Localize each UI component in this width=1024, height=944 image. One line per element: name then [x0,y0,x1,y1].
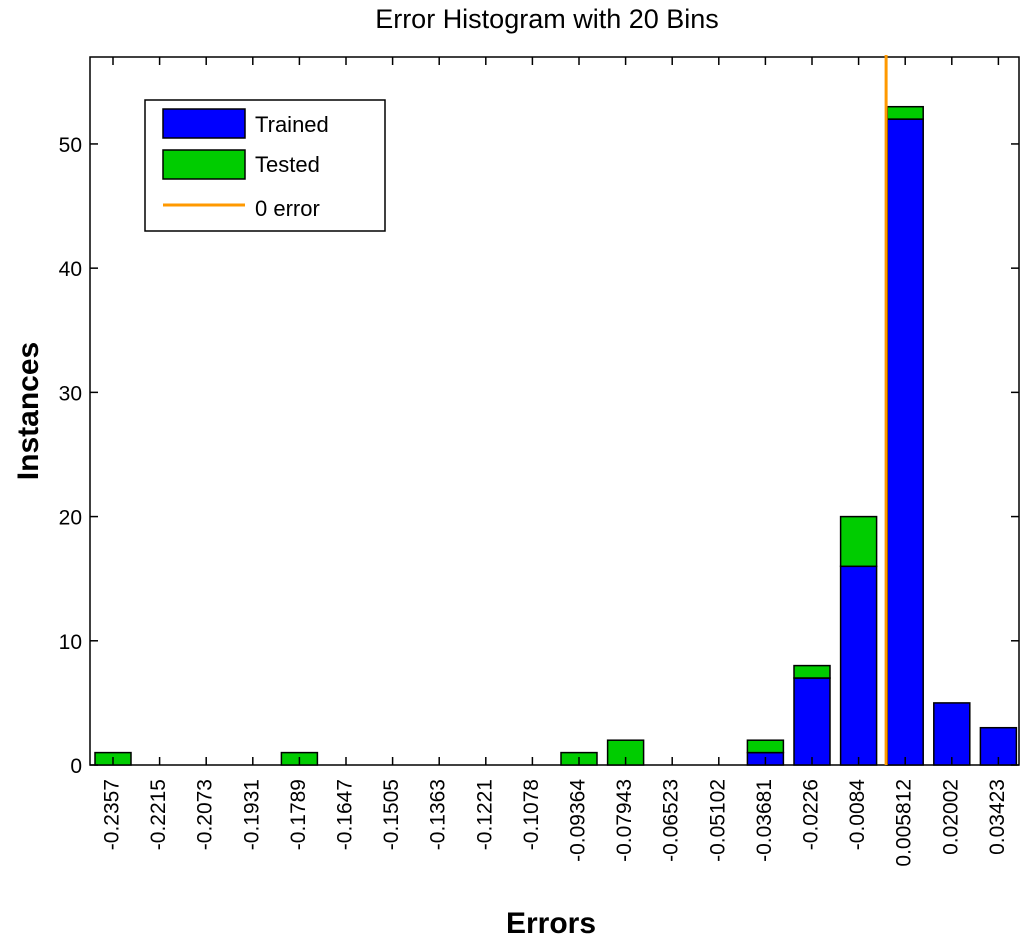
x-tick-label: -0.1078 [520,779,543,850]
legend-swatch-tested [162,149,246,180]
y-tick-label: 0 [70,755,82,778]
x-tick-label: -0.1505 [380,779,403,850]
bar-trained-15 [793,677,831,766]
legend-label-tested: Tested [255,152,320,177]
y-tick-label: 40 [59,258,82,281]
x-tick-label: 0.02002 [939,779,962,855]
legend-swatch-trained [162,108,246,139]
y-axis-label: Instances [12,342,45,480]
bar-tested-17 [886,105,924,120]
bar-tested-14 [746,739,785,754]
x-tick-label: -0.05102 [706,779,729,862]
x-tick-label: -0.07943 [613,779,636,862]
x-tick-label: 0.03423 [986,779,1009,855]
x-tick-label: -0.2357 [101,779,124,850]
x-tick-label: -0.2073 [194,779,217,850]
chart-title: Error Histogram with 20 Bins [375,4,719,34]
y-axis: 0 10 20 30 40 50 [59,134,1019,778]
x-tick-label: -0.1363 [427,779,450,850]
legend-label-zero-error: 0 error [255,196,320,221]
x-tick-label: -0.1931 [240,779,263,850]
bar-trained-16 [839,565,878,766]
x-tick-label: -0.1647 [334,779,357,850]
y-tick-label: 30 [59,382,82,405]
y-tick-label: 10 [59,631,82,654]
legend-label-trained: Trained [255,112,329,137]
x-tick-label: -0.09364 [567,779,590,862]
x-tick-label: -0.2215 [147,779,170,850]
y-tick-label: 50 [59,134,82,157]
bar-tested-15 [793,664,831,679]
bar-trained-18 [933,702,971,766]
legend: Trained Tested 0 error [144,99,386,232]
x-tick-label: -0.03681 [753,779,776,862]
bars-group [94,105,1018,766]
x-axis: -0.2357 -0.2215 -0.2073 -0.1931 -0.1789 -0.16… [101,57,1009,867]
x-tick-label: -0.06523 [660,779,683,862]
bar-tested-16 [839,515,878,568]
x-tick-label: -0.1789 [287,779,310,850]
x-axis-label: Errors [506,907,596,940]
bar-trained-17 [886,118,924,766]
x-tick-label: -0.1221 [473,779,496,850]
y-tick-label: 20 [59,507,82,530]
x-tick-label: -0.0084 [846,779,869,851]
x-tick-label: 0.005812 [893,779,916,867]
x-tick-label: -0.0226 [800,779,823,850]
